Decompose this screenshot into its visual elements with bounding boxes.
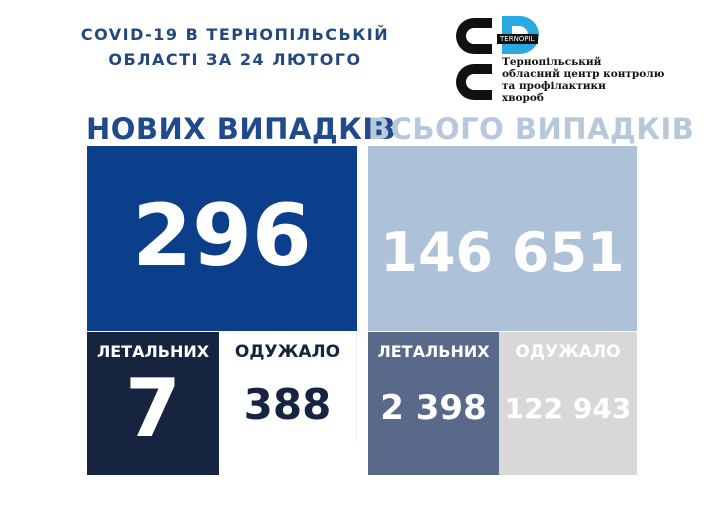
logo-text-line: хвороб: [502, 92, 544, 104]
total-cases-value: 146 651: [380, 221, 625, 284]
new-recovered-label: ОДУЖАЛО: [234, 342, 341, 362]
logo-mark-icon: [456, 18, 492, 100]
logo-text: Тернопільський обласний центр контролю т…: [502, 56, 664, 104]
logo-d-icon: [502, 16, 539, 54]
total-recovered-panel: ОДУЖАЛО 122 943: [499, 332, 637, 475]
total-deaths-panel: ЛЕТАЛЬНИХ 2 398: [368, 332, 499, 475]
title-line-1: COVID-19 В ТЕРНОПІЛЬСЬКІЙ: [80, 25, 390, 44]
logo-text-line: обласний центр контролю: [502, 68, 665, 80]
total-cases-panel: 146 651: [368, 146, 637, 331]
logo-badge: TERNOPIL: [497, 34, 538, 44]
title-line-2: ОБЛАСТІ ЗА 24 ЛЮТОГО: [108, 50, 362, 69]
total-cases-heading: ВСЬОГО ВИПАДКІВ: [368, 112, 695, 146]
total-recovered-label: ОДУЖАЛО: [515, 342, 621, 362]
new-cases-heading: НОВИХ ВИПАДКІВ: [86, 112, 397, 146]
new-cases-panel: 296: [87, 146, 357, 331]
new-deaths-value: 7: [125, 362, 181, 455]
new-recovered-value: 388: [243, 380, 332, 429]
logo-text-line: та профілактики: [502, 80, 606, 92]
logo-text-line: Тернопільський: [502, 56, 602, 68]
total-deaths-value: 2 398: [380, 388, 487, 428]
new-recovered-panel: ОДУЖАЛО 388: [219, 332, 357, 442]
new-deaths-label: ЛЕТАЛЬНИХ: [96, 342, 210, 361]
new-deaths-panel: ЛЕТАЛЬНИХ 7: [87, 332, 219, 475]
total-recovered-value: 122 943: [504, 392, 632, 425]
total-deaths-label: ЛЕТАЛЬНИХ: [377, 342, 490, 361]
new-cases-value: 296: [132, 186, 312, 286]
